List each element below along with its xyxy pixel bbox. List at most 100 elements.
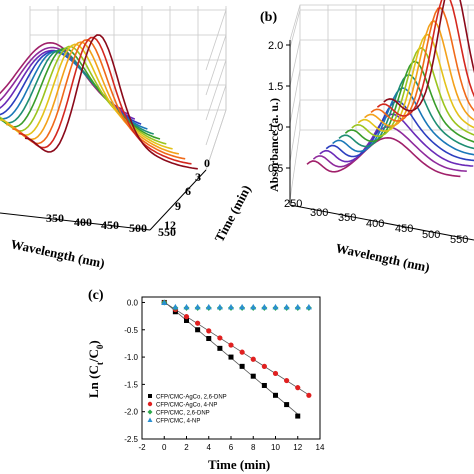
panel-c-y-tick-label: 0.0: [127, 298, 139, 307]
panel-a-gridline: [205, 109, 227, 171]
panel-c-y-tick-label: -1.0: [124, 353, 138, 362]
panel-b-x-tick-label: 500: [422, 229, 440, 241]
panel-c-y-tick-label: -0.5: [124, 326, 138, 335]
panel-c-title: (c): [88, 288, 104, 303]
panel-c-y-label-sub-t: t: [95, 362, 105, 365]
panel-c-y-label-sub-0: 0: [95, 344, 105, 349]
panel-b-y-tick-label: 0.5: [268, 163, 283, 175]
panel-c-point-circle: [195, 320, 201, 326]
panel-c-point-square: [273, 392, 278, 398]
panel-b-spectrum-curve: [383, 0, 474, 112]
panel-c-axes: -2 0 2 4 6 8 10 12 14 0.0 -0.5 -1.0 -1.5 -2.0 -2.5: [124, 298, 325, 452]
panel-b-spectrum-curve: [325, 100, 474, 162]
panel-a-x-tick-label: 550: [158, 225, 176, 239]
panel-c-point-square: [250, 373, 256, 379]
panel-a-time-tick-label: 3: [195, 170, 201, 184]
panel-a-time-tick-label: 6: [185, 184, 191, 198]
panel-a-spectrum-curve: [18, 36, 192, 165]
panel-b-x-tick-label: 550: [450, 234, 468, 246]
panel-c-point-circle: [284, 377, 290, 384]
panel-a-x-tick-label: 350: [46, 211, 64, 225]
panel-b-x-tick-label: 400: [366, 218, 384, 230]
panel-a-x-tick-label: 450: [101, 218, 119, 232]
panel-b-spectrum-curve: [332, 87, 474, 156]
panel-c-x-tick-label: 10: [271, 443, 280, 452]
panel-c-x-tick-label: 8: [251, 443, 256, 452]
panel-a-x-axis-label: Wavelength (nm): [9, 236, 106, 271]
panel-b-spectrum-curve: [370, 7, 474, 122]
panel-b-x-tick-label: 300: [310, 207, 328, 219]
panel-c-point-square: [217, 345, 223, 351]
panel-b-spectrum-curve: [376, 0, 474, 117]
panel-b-y-ticks: 0.5 1.0 1.5 2.0: [268, 40, 290, 175]
panel-c-legend-label: CFP/CMC, 4-NP: [156, 419, 200, 425]
panel-c-y-tick-label: -2.0: [124, 408, 138, 417]
panel-c-x-tick-label: -2: [138, 443, 146, 452]
panel-b-y-tick-label: 1.0: [268, 122, 283, 134]
panel-b-y-tick-label: 1.5: [268, 81, 283, 93]
panel-c-point-triangle: [283, 303, 290, 310]
panel-a-gridline: [205, 34, 227, 96]
panel-c-point-triangle: [161, 299, 168, 305]
panel-b-spectrum-curve: [306, 136, 461, 178]
panel-c-x-axis-label: Time (min): [208, 457, 270, 472]
panel-a-time-axis-label: Time (min): [211, 182, 253, 244]
panel-a-time-tick-label: 9: [175, 199, 181, 213]
panel-a-time-axis-line: [149, 169, 207, 231]
panel-a-curves: [0, 34, 198, 170]
panel-c-point-triangle: [183, 303, 190, 310]
panel-c-x-tick-label: 12: [293, 443, 302, 452]
panel-b-spectrum-curve: [312, 125, 467, 172]
panel-c-x-tick-label: 2: [184, 443, 189, 452]
panel-a-spectrum-curve: [6, 41, 180, 155]
panel-b-x-axis-line: [289, 204, 474, 241]
panel-c-legend-label: CFP/CMC, 2,6-DNP: [156, 411, 210, 417]
panel-a-spectrum-curve: [12, 38, 186, 160]
panel-c-point-circle: [272, 370, 279, 377]
panel-b-x-tick-label: 350: [338, 212, 356, 224]
panel-c-legend-marker: [147, 417, 153, 422]
panel-c-point-triangle: [216, 303, 223, 310]
panel-c-x-tick-label: 0: [162, 443, 167, 452]
panel-c-point-triangle: [305, 303, 312, 310]
panel-c-point-triangle: [250, 303, 257, 310]
panel-c: (c) -2 0 2 4 6 8 10 12 14 0.0 -0.5 -1.0 -1.5 -2.0 -2.5…: [86, 288, 325, 472]
panel-c-y-tick-label: -2.5: [124, 435, 138, 444]
panel-b-gridline: [289, 9, 301, 49]
panel-c-legend-label: CFP/CMC-AgCo, 2,6-DNP: [156, 395, 227, 401]
panel-c-x-tick-label: 14: [316, 443, 325, 452]
panel-c-point-circle: [183, 314, 190, 320]
panel-a-spectrum-curve: [0, 47, 161, 140]
panel-b-gridline: [289, 99, 301, 163]
panel-c-data-points: [161, 299, 312, 419]
panel-c-legend: CFP/CMC-AgCo, 2,6-DNP CFP/CMC-AgCo, 4-NP C…: [147, 394, 227, 425]
panel-b-spectrum-curve: [357, 33, 474, 132]
panel-c-point-circle: [250, 356, 256, 362]
panel-c-point-triangle: [194, 303, 201, 310]
panel-c-point-circle: [206, 328, 212, 334]
panel-c-point-circle: [239, 349, 245, 355]
panel-a-gridline: [205, 9, 227, 71]
panel-b-gridline: [289, 69, 301, 125]
panel-c-y-label-mid: /C: [86, 349, 101, 363]
panel-a-spectrum-curve: [0, 45, 167, 145]
panel-c-y-label-end: ): [86, 340, 101, 344]
panel-c-point-triangle: [272, 303, 279, 310]
panel-b-x-axis-label: Wavelength (nm): [334, 240, 431, 275]
panel-c-point-circle: [217, 335, 223, 341]
panel-c-y-tick-label: -1.5: [124, 380, 138, 389]
panel-b-x-ticks: 250 300 350 400 450 500 550: [284, 198, 468, 246]
panel-a-spectrum-curve: [24, 34, 198, 170]
panel-b-x-tick-label: 450: [395, 223, 413, 235]
panel-b-spectrum-curve: [364, 20, 474, 127]
panel-a-x-ticks: 350 400 450 500 550: [46, 211, 176, 239]
panel-c-point-square: [284, 402, 290, 408]
panel-c-point-square: [228, 354, 234, 360]
panel-c-point-square: [195, 327, 201, 333]
panel-c-point-triangle: [294, 303, 301, 310]
panel-a-time-tick-label: 12: [164, 218, 176, 232]
panel-c-legend-marker: [147, 409, 153, 415]
panel-b-gridline: [289, 39, 301, 87]
